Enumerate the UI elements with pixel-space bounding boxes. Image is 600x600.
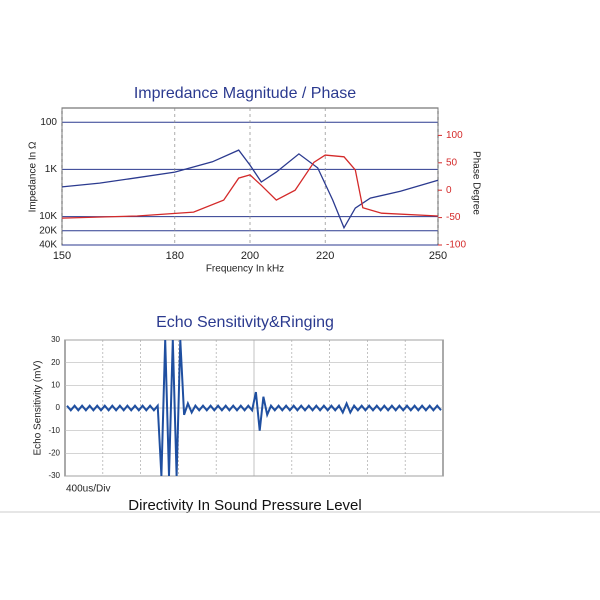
y-tick-label: 20K <box>39 225 57 236</box>
y2-tick-label: 0 <box>446 185 452 196</box>
y-tick-label: 10K <box>39 211 57 222</box>
y2-axis-title: Phase Degree <box>470 151 481 215</box>
chart-title: Impredance Magnitude / Phase <box>134 85 356 102</box>
y-tick-label: 30 <box>51 335 60 344</box>
y2-tick-label: -50 <box>446 212 461 223</box>
y2-tick-label: 50 <box>446 157 458 168</box>
y-tick-label: -30 <box>48 471 60 480</box>
y2-tick-label: -100 <box>446 240 466 251</box>
y-tick-label: 1K <box>45 164 58 175</box>
x-tick-label: 180 <box>166 250 184 262</box>
y-axis-title: Echo Sensitivity (mV) <box>33 360 44 455</box>
section-title: Directivity In Sound Pressure Level <box>128 497 361 514</box>
series-line <box>61 154 439 219</box>
y-tick-label: 0 <box>56 403 61 412</box>
x-tick-label: 250 <box>429 250 447 262</box>
y-tick-label: 100 <box>40 117 57 128</box>
y-tick-label: 10 <box>51 380 60 389</box>
y-axis-title: Impedance In Ω <box>28 141 39 212</box>
x-axis-title: Frequency In kHz <box>206 264 284 275</box>
x-tick-label: 200 <box>241 250 259 262</box>
x-axis-note: 400us/Div <box>66 484 110 495</box>
y-tick-label: -10 <box>48 426 60 435</box>
chart-title: Echo Sensitivity&Ringing <box>156 314 334 331</box>
y2-tick-label: 100 <box>446 130 463 141</box>
y-tick-label: 40K <box>39 240 57 251</box>
x-tick-label: 150 <box>53 250 71 262</box>
waveform <box>66 339 442 477</box>
y-tick-label: 20 <box>51 358 60 367</box>
series-line <box>61 149 439 230</box>
y-tick-label: -20 <box>48 448 60 457</box>
x-tick-label: 220 <box>316 250 334 262</box>
